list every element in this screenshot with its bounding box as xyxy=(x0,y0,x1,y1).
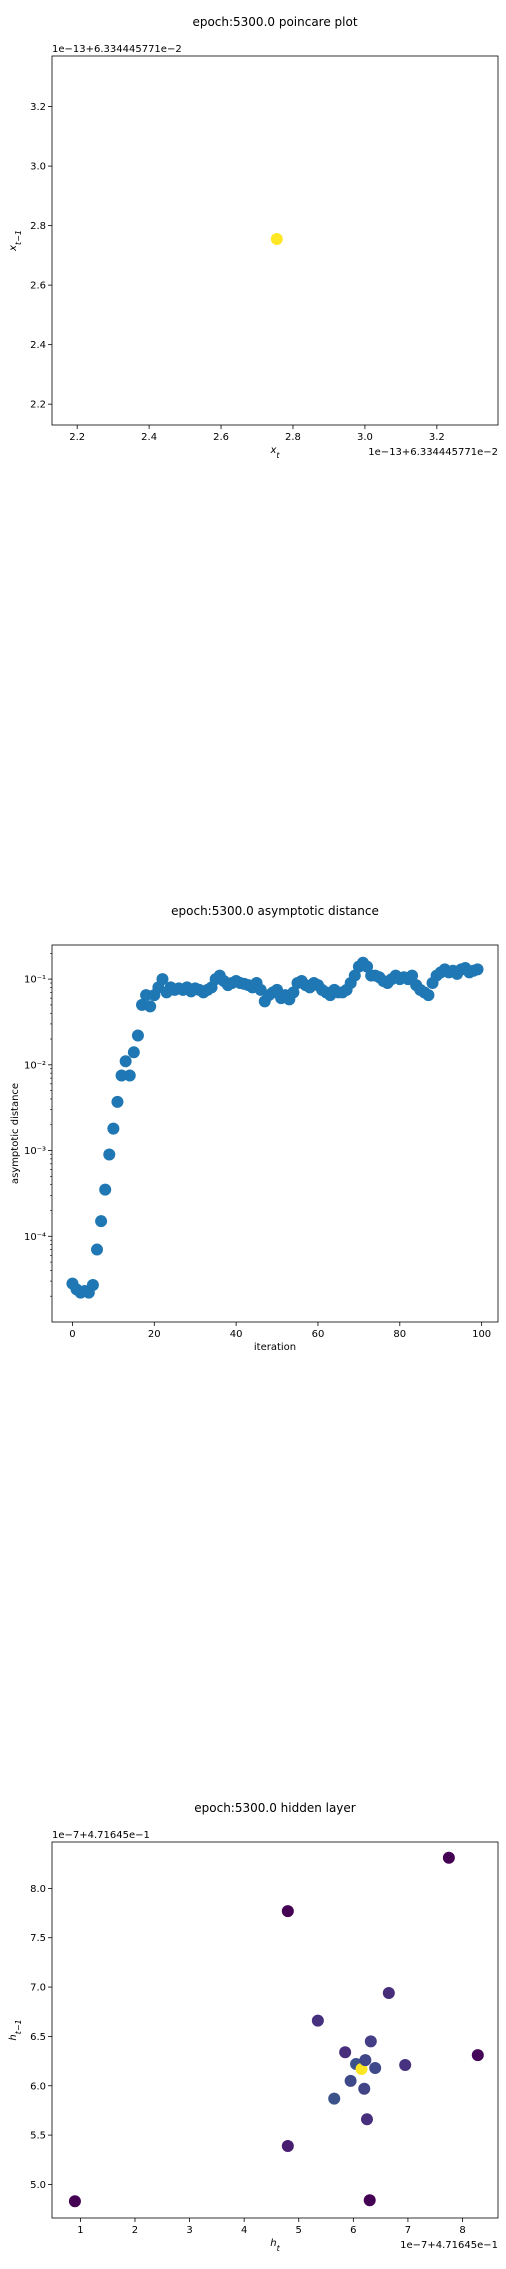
data-point xyxy=(382,1986,395,1999)
x-tick-label: 20 xyxy=(148,1329,161,1340)
chart-asymptotic: epoch:5300.0 asymptotic distance 0 20 40 60 8… xyxy=(10,904,499,1353)
x-axis-label: xt xyxy=(269,445,280,460)
data-point xyxy=(363,2194,376,2207)
data-point xyxy=(123,1069,136,1082)
data-point xyxy=(359,2054,372,2067)
data-point xyxy=(287,986,300,999)
y-axis-label: asymptotic distance xyxy=(10,1083,21,1184)
x-tick-label: 2 xyxy=(132,2225,138,2236)
data-point xyxy=(95,1215,108,1228)
y-offset-text: 1e−13+6.334445771e−2 xyxy=(52,44,182,55)
data-point xyxy=(422,989,435,1002)
x-offset-text: 1e−7+4.71645e−1 xyxy=(400,2240,498,2251)
plot-frame xyxy=(51,1841,499,2219)
y-tick-label: 7.5 xyxy=(30,1933,46,1944)
chart-hidden: epoch:5300.0 hidden layer 1 2 3 4 5 6 7 8 5.0 5.5 6… xyxy=(8,1801,499,2253)
y-axis-label: ht−1 xyxy=(8,2019,23,2040)
x-tick-label: 4 xyxy=(241,2225,247,2236)
data-point xyxy=(369,2061,382,2074)
y-axis-label: xt−1 xyxy=(8,230,23,252)
x-tick-label: 60 xyxy=(312,1329,325,1340)
data-point xyxy=(471,963,484,976)
x-tick-label: 5 xyxy=(296,2225,302,2236)
data-point xyxy=(103,1148,116,1161)
x-axis-label: ht xyxy=(270,2238,280,2253)
data-point xyxy=(358,2082,371,2095)
plot-frame xyxy=(51,944,499,1323)
x-tick-label: 8 xyxy=(459,2225,465,2236)
data-point xyxy=(107,1122,120,1135)
y-tick-label: 6.0 xyxy=(30,2081,46,2092)
y-offset-text: 1e−7+4.71645e−1 xyxy=(52,1830,150,1841)
data-point xyxy=(119,1055,132,1068)
y-tick-label: 3.0 xyxy=(30,162,46,173)
y-tick-label: 5.5 xyxy=(30,2131,46,2142)
data-point xyxy=(361,960,374,973)
chart-title: epoch:5300.0 poincare plot xyxy=(192,15,357,29)
chart-title: epoch:5300.0 hidden layer xyxy=(194,1801,356,1815)
x-tick-label: 2.4 xyxy=(141,432,157,443)
y-tick-label: 6.5 xyxy=(30,2032,46,2043)
chart-title: epoch:5300.0 asymptotic distance xyxy=(171,904,379,918)
data-point xyxy=(68,2195,81,2208)
data-point xyxy=(131,1029,144,1042)
x-tick-label: 3.2 xyxy=(429,432,445,443)
data-point xyxy=(360,2113,373,2126)
data-point xyxy=(111,1095,124,1108)
data-point xyxy=(281,2139,294,2152)
x-tick-label: 1 xyxy=(77,2225,83,2236)
x-axis-label: iteration xyxy=(254,1342,296,1353)
x-tick-label: 0 xyxy=(69,1329,75,1340)
data-point xyxy=(144,1000,157,1013)
plot-frame xyxy=(51,55,499,426)
data-point xyxy=(156,973,169,986)
x-offset-text: 1e−13+6.334445771e−2 xyxy=(368,447,498,458)
y-tick-label: 10⁻³ xyxy=(24,1146,46,1157)
x-tick-label: 2.8 xyxy=(285,432,301,443)
y-tick-label: 5.0 xyxy=(30,2180,46,2191)
x-tick-label: 2.6 xyxy=(213,432,229,443)
data-point xyxy=(311,2014,324,2027)
data-point xyxy=(406,969,419,982)
x-tick-label: 7 xyxy=(405,2225,411,2236)
data-point xyxy=(471,2049,484,2062)
data-point xyxy=(99,1183,112,1196)
y-tick-label: 10⁻⁴ xyxy=(24,1232,46,1243)
x-tick-label: 3.0 xyxy=(357,432,373,443)
x-tick-label: 100 xyxy=(472,1329,491,1340)
data-point xyxy=(328,2092,341,2105)
data-point xyxy=(364,2035,377,2048)
y-tick-label: 2.2 xyxy=(30,400,46,411)
y-tick-label: 10⁻² xyxy=(24,1060,46,1071)
x-tick-label: 2.2 xyxy=(69,432,85,443)
data-point xyxy=(344,2074,357,2087)
y-tick-label: 7.0 xyxy=(30,1983,46,1994)
chart-poincare: epoch:5300.0 poincare plot 2.2 2.4 2.6 2.8 3.… xyxy=(8,15,499,460)
data-point xyxy=(86,1279,99,1292)
data-point xyxy=(339,2046,352,2059)
y-tick-label: 8.0 xyxy=(30,1884,46,1895)
y-tick-label: 2.6 xyxy=(30,281,46,292)
y-tick-label: 2.8 xyxy=(30,221,46,232)
data-point xyxy=(281,1905,294,1918)
data-point xyxy=(442,1851,455,1864)
data-point xyxy=(348,969,361,982)
y-tick-label: 3.2 xyxy=(30,102,46,113)
data-point xyxy=(399,2059,412,2072)
x-tick-label: 40 xyxy=(230,1329,243,1340)
y-tick-label: 2.4 xyxy=(30,340,46,351)
x-tick-label: 80 xyxy=(393,1329,406,1340)
x-tick-label: 3 xyxy=(186,2225,192,2236)
y-tick-label: 10⁻¹ xyxy=(24,975,46,986)
data-point xyxy=(270,233,283,246)
data-point xyxy=(127,1046,140,1059)
x-tick-label: 6 xyxy=(350,2225,356,2236)
data-point xyxy=(91,1243,104,1256)
